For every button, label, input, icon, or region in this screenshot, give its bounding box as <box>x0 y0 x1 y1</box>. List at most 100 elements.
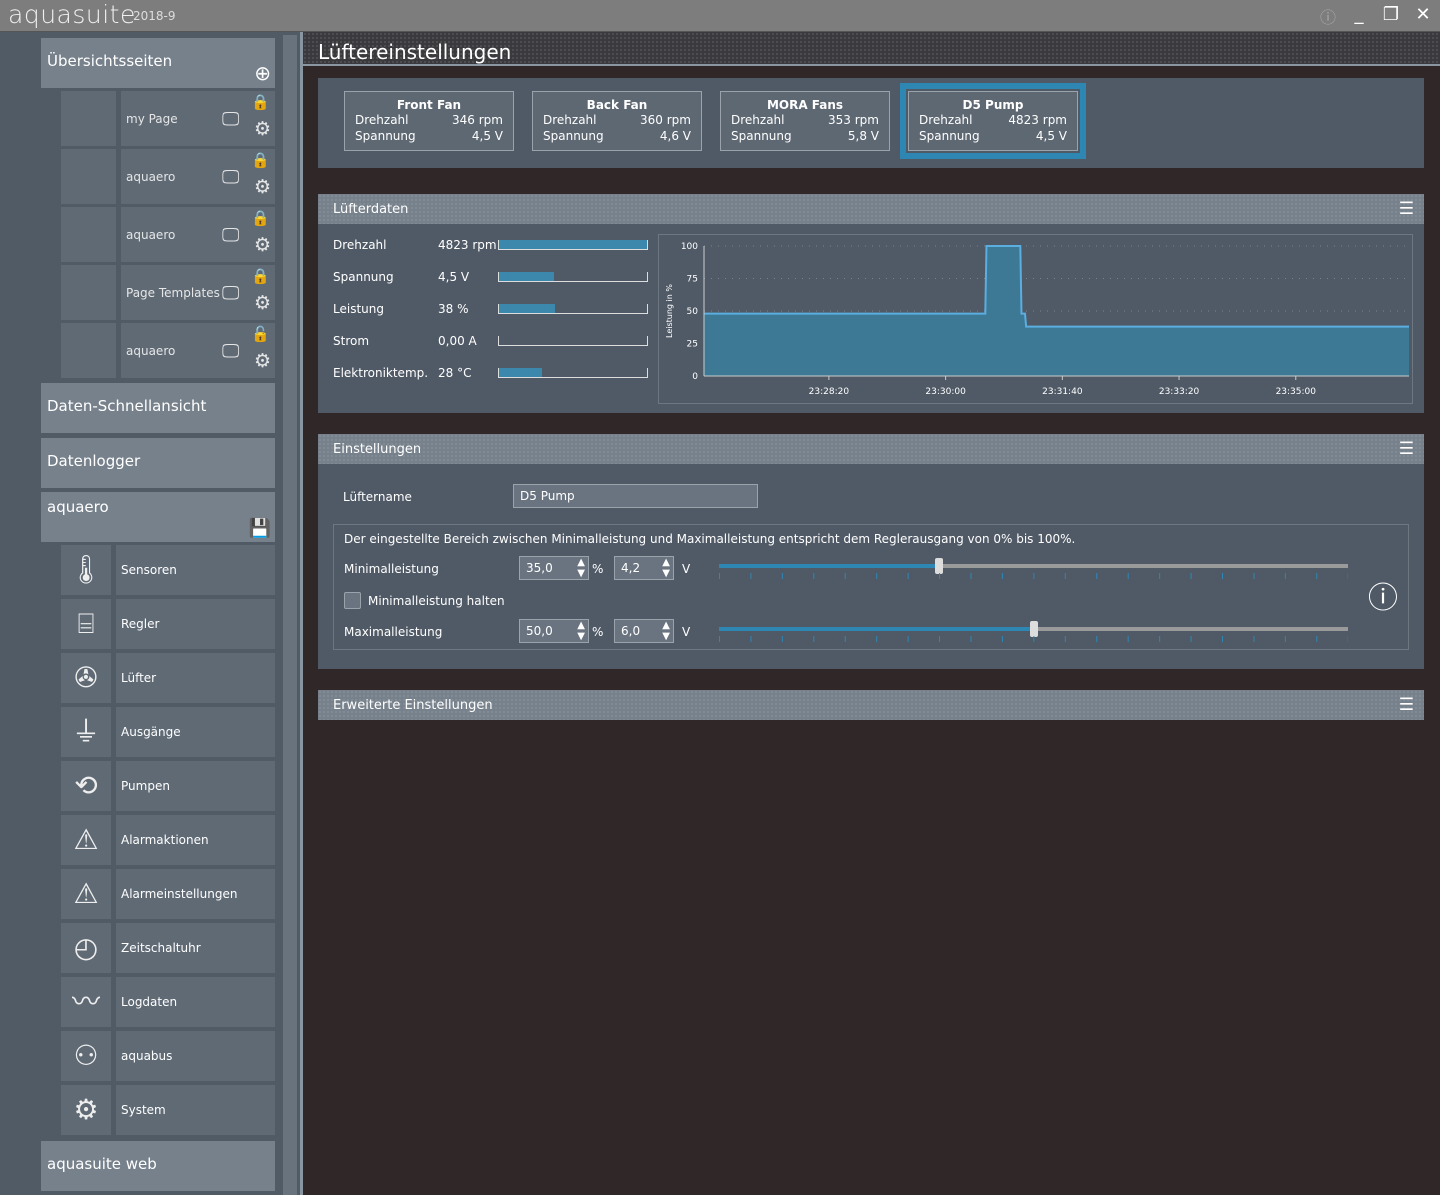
spin-arrows-icon[interactable]: ▲ ▼ <box>577 620 585 642</box>
log-chart-icon: 〰 <box>61 977 111 1027</box>
sidebar-item-quickview[interactable]: Daten-Schnellansicht <box>41 383 275 433</box>
minimize-button[interactable]: _ <box>1354 4 1364 25</box>
page-item[interactable]: aquaero 🖵 🔒 ⚙ <box>121 207 275 262</box>
close-button[interactable]: ✕ <box>1415 4 1431 25</box>
lock-icon[interactable]: 🔒 <box>251 93 270 111</box>
bar-fill <box>499 272 554 281</box>
device-label: aquaero <box>47 498 109 516</box>
spin-arrows-icon[interactable]: ▲ ▼ <box>662 557 670 579</box>
overview-title: Übersichtsseiten <box>47 52 173 70</box>
gear-icon[interactable]: ⚙ <box>253 118 271 140</box>
fan-data-header: Lüfterdaten ☰ <box>318 194 1424 224</box>
min-voltage-value: 4,2 <box>621 561 641 575</box>
voltage-label: Spannung <box>731 129 792 143</box>
row-value: 4823 rpm <box>438 238 497 252</box>
fan-data-title: Lüfterdaten <box>333 202 409 217</box>
speed-label: Drehzahl <box>731 113 785 127</box>
page-item[interactable]: Page Templates 🖵 🔒 ⚙ <box>121 265 275 320</box>
sidebar-item-aquaero[interactable]: aquaero 💾 <box>41 492 275 542</box>
hold-min-label: Minimalleistung halten <box>368 594 505 608</box>
page-thumbnail[interactable] <box>61 91 116 146</box>
page-thumbnail[interactable] <box>61 207 116 262</box>
add-page-icon[interactable]: ⊕ <box>254 61 271 85</box>
row-value: 4,5 V <box>438 270 470 284</box>
min-percent-spinner[interactable]: 35,0 ▲ ▼ <box>519 556 589 580</box>
x-tick-label: 23:33:20 <box>1159 387 1200 397</box>
lock-icon[interactable]: 🔒 <box>251 209 270 227</box>
menu-icon[interactable]: ☰ <box>1398 439 1414 459</box>
lock-icon[interactable]: 🔒 <box>251 267 270 285</box>
sidebar-item-logdaten[interactable]: Logdaten <box>116 977 275 1027</box>
sidebar-item-web[interactable]: aquasuite web <box>41 1141 275 1191</box>
page-item[interactable]: aquaero 🖵 🔒 ⚙ <box>121 149 275 204</box>
min-voltage-spinner[interactable]: 4,2 ▲ ▼ <box>614 556 674 580</box>
advanced-settings-panel[interactable]: Erweiterte Einstellungen ☰ <box>318 690 1424 720</box>
y-axis-label: Leistung in % <box>665 284 674 338</box>
slider-thumb[interactable] <box>1029 621 1038 637</box>
sidebar-item-alarmaktionen[interactable]: Alarmaktionen <box>116 815 275 865</box>
range-description: Der eingestellte Bereich zwischen Minima… <box>344 532 1076 546</box>
page-thumbnail[interactable] <box>61 265 116 320</box>
sidebar-item-system[interactable]: System <box>116 1085 275 1135</box>
page-thumbnail[interactable] <box>61 323 116 378</box>
sidebar-item-alarmeinstellungen[interactable]: Alarmeinstellungen <box>116 869 275 919</box>
min-power-slider[interactable] <box>719 558 1348 574</box>
gear-icon[interactable]: ⚙ <box>253 234 271 256</box>
unlock-icon[interactable]: 🔓 <box>251 325 270 343</box>
max-voltage-value: 6,0 <box>621 624 641 638</box>
page-label: aquaero <box>126 343 176 358</box>
spin-arrows-icon[interactable]: ▲ ▼ <box>577 557 585 579</box>
sidebar-item-lüfter[interactable]: Lüfter <box>116 653 275 703</box>
page-item[interactable]: aquaero 🖵 🔓 ⚙ <box>121 323 275 378</box>
voltage-label: Spannung <box>355 129 416 143</box>
sidebar-item-regler[interactable]: Regler <box>116 599 275 649</box>
info-icon[interactable]: ⓘ <box>1368 581 1398 616</box>
monitor-icon[interactable]: 🖵 <box>222 283 240 304</box>
menu-icon[interactable]: ☰ <box>1398 199 1414 219</box>
menu-icon[interactable]: ☰ <box>1398 695 1414 715</box>
row-label: Spannung <box>333 270 394 284</box>
max-power-slider[interactable] <box>719 621 1348 637</box>
monitor-icon[interactable]: 🖵 <box>222 109 240 130</box>
fan-card[interactable]: Front Fan Drehzahl 346 rpm Spannung 4,5 V <box>344 91 514 151</box>
page-item[interactable]: my Page 🖵 🔒 ⚙ <box>121 91 275 146</box>
spin-arrows-icon[interactable]: ▲ ▼ <box>662 620 670 642</box>
monitor-icon[interactable]: 🖵 <box>222 341 240 362</box>
fan-name-input[interactable]: D5 Pump <box>513 484 758 508</box>
monitor-icon[interactable]: 🖵 <box>222 167 240 188</box>
overview-pages-header[interactable]: Übersichtsseiten ⊕ <box>41 38 275 88</box>
title-bar: aquasuite 2018-9 ⓘ _ ❐ ✕ <box>0 0 1440 32</box>
gear-icon[interactable]: ⚙ <box>253 350 271 372</box>
sidebar-item-pumpen[interactable]: Pumpen <box>116 761 275 811</box>
y-tick-label: 50 <box>687 307 699 317</box>
sidebar-item-zeitschaltuhr[interactable]: Zeitschaltuhr <box>116 923 275 973</box>
sidebar-scrollbar[interactable] <box>283 35 297 1195</box>
unit-volt: V <box>682 625 691 639</box>
restore-button[interactable]: ❐ <box>1382 4 1400 25</box>
max-voltage-spinner[interactable]: 6,0 ▲ ▼ <box>614 619 674 643</box>
voltage-value: 5,8 V <box>847 129 879 143</box>
slider-thumb[interactable] <box>935 558 944 574</box>
max-percent-spinner[interactable]: 50,0 ▲ ▼ <box>519 619 589 643</box>
lock-icon[interactable]: 🔒 <box>251 151 270 169</box>
fan-card[interactable]: Back Fan Drehzahl 360 rpm Spannung 4,6 V <box>532 91 702 151</box>
slider-fill <box>719 627 1034 631</box>
fan-card[interactable]: MORA Fans Drehzahl 353 rpm Spannung 5,8 V <box>720 91 890 151</box>
gear-icon[interactable]: ⚙ <box>253 176 271 198</box>
hold-min-checkbox[interactable] <box>344 592 361 609</box>
sidebar-item-sensoren[interactable]: Sensoren <box>116 545 275 595</box>
sidebar-item-datalogger[interactable]: Datenlogger <box>41 438 275 488</box>
save-icon[interactable]: 💾 <box>248 518 271 539</box>
info-icon[interactable]: ⓘ <box>1319 8 1336 27</box>
y-tick-label: 0 <box>692 372 698 382</box>
pump-icon: ⟲ <box>61 761 111 811</box>
unit-percent: % <box>592 625 604 639</box>
sidebar-item-ausgänge[interactable]: Ausgänge <box>116 707 275 757</box>
gear-icon[interactable]: ⚙ <box>253 292 271 314</box>
sidebar-item-aquabus[interactable]: aquabus <box>116 1031 275 1081</box>
fan-card[interactable]: D5 Pump Drehzahl 4823 rpm Spannung 4,5 V <box>900 83 1086 159</box>
slider-ticks <box>719 636 1348 642</box>
page-thumbnail[interactable] <box>61 149 116 204</box>
monitor-icon[interactable]: 🖵 <box>222 225 240 246</box>
page-title: Lüftereinstellungen <box>303 32 1440 66</box>
